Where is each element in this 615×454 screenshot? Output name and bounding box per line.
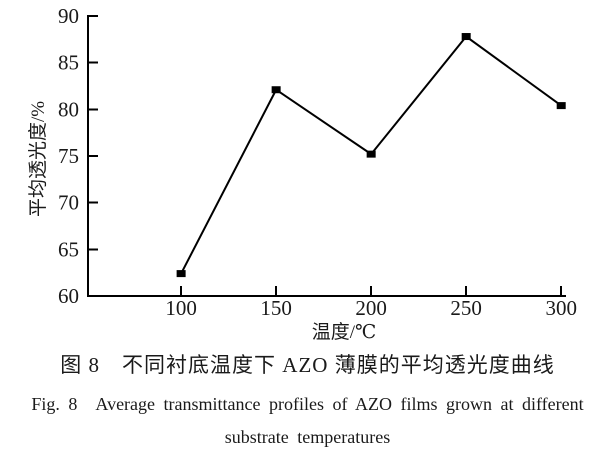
y-tick-label: 75 bbox=[58, 144, 79, 168]
y-tick-label: 90 bbox=[58, 4, 79, 28]
x-tick-label: 100 bbox=[165, 296, 197, 320]
y-tick-label: 80 bbox=[58, 97, 79, 121]
x-tick-label: 150 bbox=[260, 296, 292, 320]
data-point-marker bbox=[556, 102, 566, 110]
y-axis-label: 平均透光度/% bbox=[27, 101, 49, 217]
x-tick-label: 250 bbox=[450, 296, 482, 320]
y-tick-label: 60 bbox=[58, 284, 79, 308]
data-point-marker bbox=[271, 86, 281, 94]
transmittance-line-chart: 60 65 70 75 80 85 90 100 150 200 250 300 温度/℃ 平均透光度/% bbox=[27, 4, 577, 343]
data-point-marker bbox=[176, 270, 186, 278]
caption-english-line2: substrate temperatures bbox=[224, 427, 391, 447]
caption-chinese: 图 8 不同衬底温度下 AZO 薄膜的平均透光度曲线 bbox=[60, 353, 555, 377]
data-point-marker bbox=[461, 33, 471, 41]
x-tick-label: 300 bbox=[545, 296, 577, 320]
data-point-marker bbox=[366, 150, 376, 158]
x-axis-label: 温度/℃ bbox=[312, 321, 377, 343]
caption-english-line1: Fig. 8 Average transmittance profiles of… bbox=[31, 394, 584, 414]
x-tick-label: 200 bbox=[355, 296, 387, 320]
y-tick-label: 70 bbox=[58, 191, 79, 215]
y-tick-label: 65 bbox=[58, 237, 79, 261]
y-tick-label: 85 bbox=[58, 51, 79, 75]
